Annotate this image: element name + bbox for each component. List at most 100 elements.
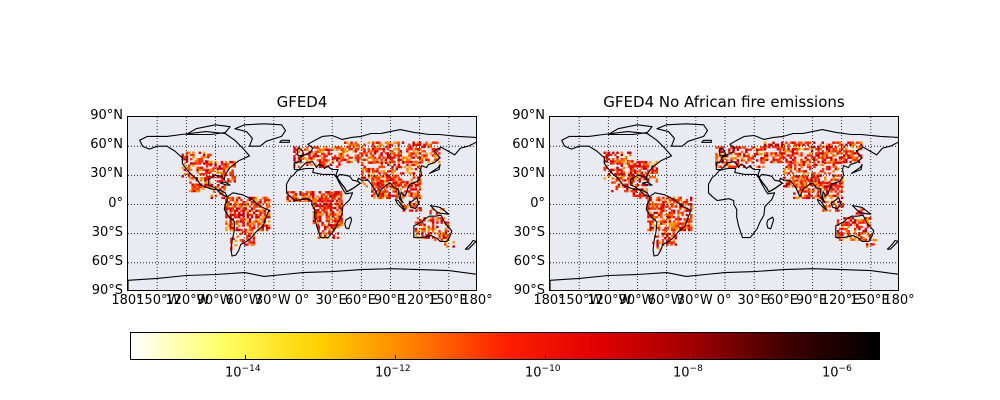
coastline-greenland: [656, 123, 709, 147]
latitude-tick-label: 90°S: [513, 283, 545, 298]
colorbar-tick-base: 10: [525, 365, 542, 381]
coastline-canadaIslands: [607, 124, 653, 136]
longitude-tick-label: 150°W: [558, 293, 603, 308]
latitude-tick-label: 30°N: [512, 166, 545, 182]
coastline-australia: [413, 214, 453, 242]
latitude-tick-label: 30°S: [513, 224, 545, 240]
latitude-tick-label: 60°N: [512, 137, 545, 153]
coastline-newguinea: [429, 204, 450, 215]
longitude-tick-label: 120°W: [587, 293, 632, 308]
longitude-tick-label: 180°: [111, 293, 143, 308]
coastline-northAmerica: [139, 131, 251, 198]
longitude-tick-label: 0°: [294, 293, 310, 308]
coastline-sumatra: [816, 199, 828, 211]
longitude-tick-label: 0°: [716, 293, 732, 308]
colorbar-tick-base: 10: [673, 365, 690, 381]
coastline-uk: [296, 147, 305, 157]
longitude-tick-label: 150°E: [850, 293, 890, 308]
coastline-africa: [285, 167, 354, 239]
coastline-newzealand: [464, 239, 476, 250]
coastline-uk: [718, 147, 727, 157]
colorbar-tick-exponent: −8: [689, 364, 703, 374]
colorbar-tick-label: 10−10: [525, 364, 561, 380]
map-title: GFED4: [276, 93, 328, 111]
colorbar: [130, 332, 880, 360]
coastline-madagascar: [766, 216, 775, 230]
latitude-tick-label: 90°S: [91, 283, 123, 298]
coastline-arabia: [336, 173, 361, 193]
colorbar-tick-exponent: −6: [838, 364, 852, 374]
longitude-tick-label: 180°: [883, 293, 915, 308]
latitude-tick-label: 30°N: [90, 166, 123, 182]
latitude-tick-label: 90°N: [512, 108, 545, 123]
colorbar-tick-mark: [395, 355, 396, 360]
longitude-tick-label: 60°W: [647, 293, 684, 308]
coastline-arabia: [758, 173, 783, 193]
coastline-eurasia: [715, 129, 898, 204]
coastline-iceland: [279, 139, 290, 143]
colorbar-tick-label: 10−12: [375, 364, 411, 380]
coastline-antarctica: [550, 268, 898, 290]
colorbar-tick-mark: [245, 355, 246, 360]
latitude-tick-label: 30°S: [91, 224, 123, 240]
latitude-tick-label: 60°S: [91, 253, 123, 269]
longitude-tick-label: 180°: [461, 293, 493, 308]
coastline-japan: [428, 164, 441, 174]
coastline-northAmerica: [561, 131, 673, 198]
coastline-antarctica: [128, 268, 476, 290]
longitude-tick-label: 30°E: [737, 293, 769, 308]
coastline-cuba: [219, 181, 231, 186]
latitude-tick-label: 60°S: [513, 253, 545, 269]
colorbar-tick-exponent: −12: [391, 364, 411, 374]
colorbar-tick-exponent: −14: [241, 364, 261, 374]
latitude-tick-label: 0°: [530, 195, 545, 211]
longitude-tick-label: 60°W: [225, 293, 262, 308]
longitude-tick-label: 30°E: [315, 293, 347, 308]
colorbar-tick-label: 10−14: [225, 364, 261, 380]
coastline-australia: [835, 214, 875, 242]
longitude-tick-label: 60°E: [344, 293, 376, 308]
coastline-iceland: [701, 139, 712, 143]
map-plot-area: [127, 116, 477, 291]
colorbar-tick-base: 10: [375, 365, 392, 381]
longitude-tick-label: 60°E: [766, 293, 798, 308]
colorbar-tick-mark: [693, 355, 694, 360]
longitude-tick-label: 30°W: [676, 293, 713, 308]
coastline-greenland: [234, 123, 287, 147]
longitude-tick-label: 150°W: [136, 293, 181, 308]
coastline-sumatra: [394, 199, 406, 211]
world-map: [128, 117, 476, 290]
map-title: GFED4 No African fire emissions: [603, 93, 845, 111]
coastline-japan: [850, 164, 863, 174]
coastline-newguinea: [851, 204, 872, 215]
colorbar-tick-label: 10−8: [673, 364, 703, 380]
coastline-africa: [707, 167, 776, 239]
longitude-tick-label: 120°E: [398, 293, 439, 308]
coastline-madagascar: [344, 216, 353, 230]
longitude-tick-label: 120°W: [165, 293, 210, 308]
coastline-canadaIslands: [185, 124, 231, 136]
world-map: [550, 117, 898, 290]
coastline-southAmerica: [645, 192, 692, 257]
map-plot-area: [549, 116, 899, 291]
longitude-tick-label: 90°W: [618, 293, 655, 308]
coastline-cuba: [641, 181, 653, 186]
coastline-newzealand: [886, 239, 898, 250]
coastline-borneo: [830, 197, 842, 209]
coastline-borneo: [408, 197, 420, 209]
longitude-tick-label: 90°E: [373, 293, 406, 308]
longitude-tick-label: 30°W: [254, 293, 291, 308]
coastline-southAmerica: [223, 192, 270, 257]
colorbar-tick-base: 10: [822, 365, 839, 381]
colorbar-tick-exponent: −10: [541, 364, 561, 374]
longitude-tick-label: 90°W: [196, 293, 233, 308]
longitude-tick-label: 150°E: [428, 293, 468, 308]
latitude-tick-label: 90°N: [90, 108, 123, 123]
longitude-tick-label: 90°E: [795, 293, 828, 308]
colorbar-tick-label: 10−6: [822, 364, 852, 380]
latitude-tick-label: 60°N: [90, 137, 123, 153]
colorbar-tick-base: 10: [225, 365, 242, 381]
colorbar-tick-mark: [545, 355, 546, 360]
colorbar-tick-mark: [842, 355, 843, 360]
longitude-tick-label: 120°E: [820, 293, 861, 308]
